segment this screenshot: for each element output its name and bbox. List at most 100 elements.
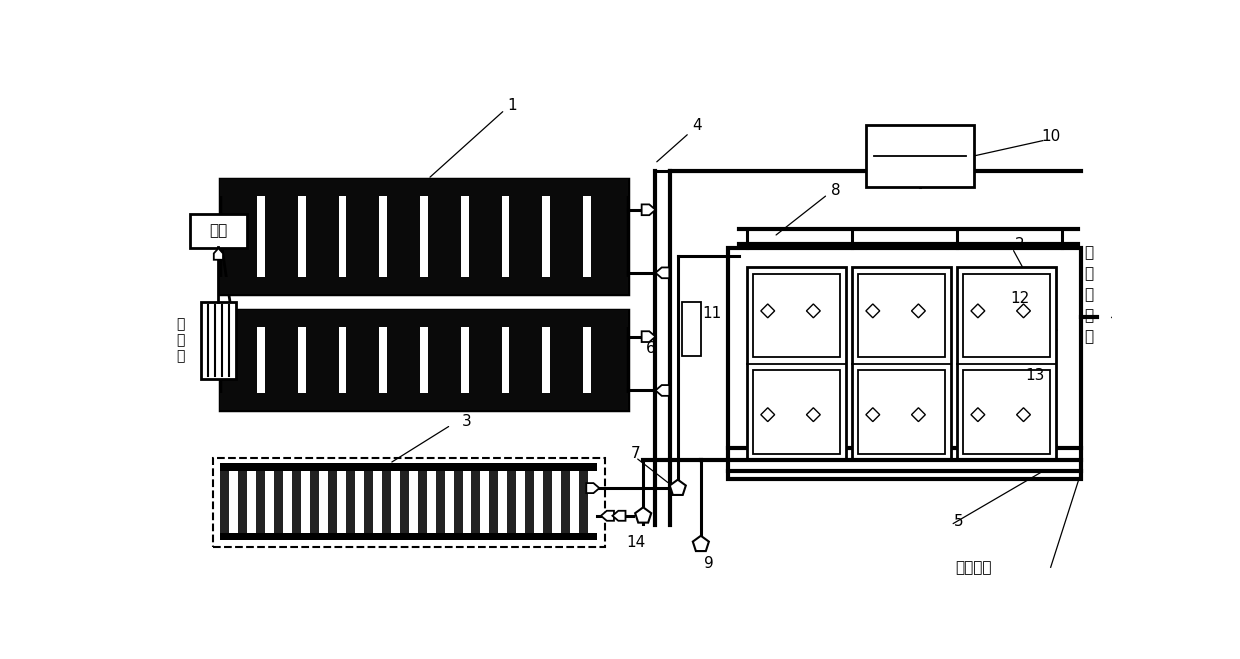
Bar: [542, 194, 551, 279]
Bar: [562, 463, 570, 540]
Polygon shape: [1017, 304, 1030, 318]
Bar: [221, 179, 627, 295]
Bar: [480, 463, 490, 540]
Bar: [293, 463, 301, 540]
Polygon shape: [761, 408, 775, 422]
Bar: [221, 310, 627, 327]
Bar: [963, 370, 1050, 453]
Polygon shape: [601, 511, 614, 521]
Text: 5: 5: [954, 513, 963, 529]
Bar: [420, 194, 428, 279]
Polygon shape: [866, 408, 879, 422]
Bar: [583, 325, 591, 394]
Bar: [257, 325, 265, 394]
Bar: [867, 125, 973, 186]
Bar: [753, 273, 839, 357]
Polygon shape: [670, 480, 686, 495]
Bar: [445, 463, 454, 540]
Bar: [583, 194, 591, 279]
Polygon shape: [656, 385, 670, 396]
Bar: [319, 463, 327, 540]
Bar: [490, 463, 498, 540]
Bar: [221, 277, 627, 295]
Polygon shape: [693, 536, 709, 551]
Text: 8: 8: [831, 183, 841, 198]
Bar: [283, 463, 293, 540]
Bar: [221, 179, 627, 196]
Bar: [963, 273, 1050, 357]
Bar: [542, 325, 551, 394]
Bar: [728, 248, 1081, 479]
Bar: [247, 463, 257, 540]
Bar: [409, 463, 418, 540]
Bar: [399, 463, 409, 540]
Polygon shape: [635, 507, 651, 523]
Bar: [579, 463, 588, 540]
Bar: [363, 463, 373, 540]
Bar: [355, 463, 363, 540]
Text: 并网: 并网: [210, 223, 227, 239]
Bar: [301, 463, 310, 540]
Bar: [382, 463, 391, 540]
Text: 生活用水: 生活用水: [956, 559, 992, 575]
Bar: [516, 463, 526, 540]
Polygon shape: [656, 268, 670, 278]
Polygon shape: [761, 304, 775, 318]
Bar: [221, 463, 596, 471]
Text: 6: 6: [646, 341, 656, 356]
Bar: [461, 325, 469, 394]
Bar: [298, 325, 306, 394]
Bar: [682, 302, 701, 356]
Bar: [221, 310, 627, 410]
Bar: [588, 463, 596, 540]
Bar: [498, 463, 507, 540]
Polygon shape: [806, 304, 821, 318]
Polygon shape: [806, 408, 821, 422]
Bar: [298, 194, 306, 279]
Bar: [471, 463, 480, 540]
Text: 10: 10: [1042, 129, 1060, 144]
Bar: [507, 463, 516, 540]
Bar: [435, 463, 445, 540]
Bar: [339, 325, 346, 394]
Bar: [418, 463, 427, 540]
Bar: [420, 325, 428, 394]
Bar: [327, 463, 337, 540]
Bar: [753, 370, 839, 453]
Bar: [463, 463, 471, 540]
Text: 13: 13: [1025, 368, 1045, 383]
Bar: [212, 458, 605, 546]
Bar: [201, 302, 236, 379]
Text: 2: 2: [1016, 237, 1024, 252]
Bar: [238, 463, 247, 540]
Bar: [454, 463, 463, 540]
Bar: [221, 532, 596, 540]
Bar: [221, 463, 229, 540]
Bar: [265, 463, 274, 540]
Bar: [190, 214, 247, 248]
Bar: [957, 268, 1056, 460]
Text: 4: 4: [692, 118, 702, 132]
Bar: [221, 393, 627, 410]
Polygon shape: [641, 204, 656, 215]
Bar: [310, 463, 319, 540]
Bar: [746, 268, 846, 460]
Polygon shape: [641, 331, 656, 342]
Bar: [543, 463, 552, 540]
Bar: [526, 463, 534, 540]
Polygon shape: [587, 483, 599, 493]
Text: 14: 14: [626, 535, 645, 550]
Bar: [257, 463, 265, 540]
Bar: [379, 325, 387, 394]
Bar: [502, 194, 510, 279]
Bar: [379, 194, 387, 279]
Bar: [858, 370, 945, 453]
Polygon shape: [613, 511, 625, 521]
Polygon shape: [911, 304, 925, 318]
Bar: [570, 463, 579, 540]
Text: 3: 3: [461, 414, 471, 429]
Bar: [427, 463, 435, 540]
Bar: [257, 194, 265, 279]
Polygon shape: [866, 304, 879, 318]
Text: 逆
变
器: 逆 变 器: [176, 317, 185, 364]
